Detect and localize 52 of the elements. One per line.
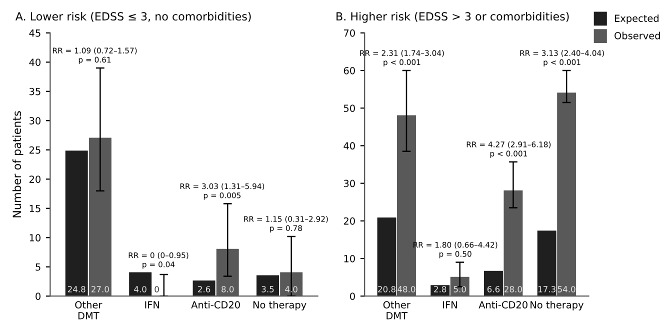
y-axis-title: Number of patients bbox=[12, 111, 24, 218]
y-tick-label: 5 bbox=[36, 263, 40, 271]
data-label: 4.0 bbox=[134, 286, 146, 292]
x-tick-label: Other DMT bbox=[75, 300, 102, 320]
chart-title: B. Higher risk (EDSS > 3 or comorbidities) bbox=[336, 12, 569, 23]
y-tick-label: 70 bbox=[344, 29, 355, 37]
y-tick-label: 20 bbox=[344, 217, 355, 225]
y-tick-label: 0 bbox=[350, 292, 355, 300]
y-tick-label: 15 bbox=[30, 204, 40, 212]
y-tick-label: 10 bbox=[30, 234, 40, 242]
bar bbox=[256, 275, 280, 296]
x-tick-label: No therapy bbox=[530, 300, 584, 310]
y-tick-label: 35 bbox=[30, 88, 40, 96]
y-tick-label: 25 bbox=[29, 146, 40, 154]
legend-label: Expected bbox=[614, 14, 658, 24]
data-label: 28.0 bbox=[504, 286, 522, 292]
y-tick-label: 40 bbox=[344, 142, 355, 150]
bar bbox=[484, 270, 503, 296]
y-tick-label: 10 bbox=[344, 254, 355, 262]
x-tick-label: IFN bbox=[443, 301, 457, 308]
bar bbox=[129, 272, 152, 296]
y-tick-label: 20 bbox=[29, 176, 40, 183]
bar bbox=[537, 230, 556, 296]
y-tick-label: 60 bbox=[344, 66, 355, 74]
x-tick-label: No therapy bbox=[253, 300, 306, 310]
bar bbox=[65, 150, 88, 296]
data-label: 24.8 bbox=[68, 286, 86, 292]
x-tick-label: Anti-CD20 bbox=[191, 300, 240, 308]
legend-label: Observed bbox=[614, 32, 660, 40]
data-label: 8.0 bbox=[222, 286, 234, 292]
x-tick-label: Other DMT bbox=[383, 300, 410, 320]
data-label: 2.6 bbox=[198, 286, 210, 292]
chart-title: A. Lower risk (EDSS ≤ 3, no comorbidities) bbox=[15, 12, 251, 22]
x-tick-label: IFN bbox=[145, 301, 160, 308]
data-label: 17.3 bbox=[538, 286, 556, 292]
data-label: 20.8 bbox=[378, 286, 396, 292]
data-label: 48.0 bbox=[398, 286, 416, 292]
y-tick-label: 0 bbox=[36, 292, 40, 300]
data-label: 3.5 bbox=[262, 286, 274, 292]
data-label: 0 bbox=[154, 286, 159, 292]
bar bbox=[377, 217, 396, 296]
y-tick-label: 50 bbox=[344, 104, 355, 112]
data-label: 6.6 bbox=[487, 286, 500, 292]
data-label: 2.8 bbox=[434, 286, 446, 292]
data-label: 5.0 bbox=[454, 286, 466, 292]
y-tick-label: 40 bbox=[29, 58, 40, 66]
x-tick-label: Anti-CD20 bbox=[478, 300, 528, 308]
y-tick-label: 45 bbox=[29, 30, 40, 37]
y-tick-label: 30 bbox=[344, 180, 355, 188]
y-tick-label: 30 bbox=[30, 117, 40, 124]
data-label: 54.0 bbox=[558, 286, 576, 292]
data-label: 27.0 bbox=[92, 286, 109, 292]
